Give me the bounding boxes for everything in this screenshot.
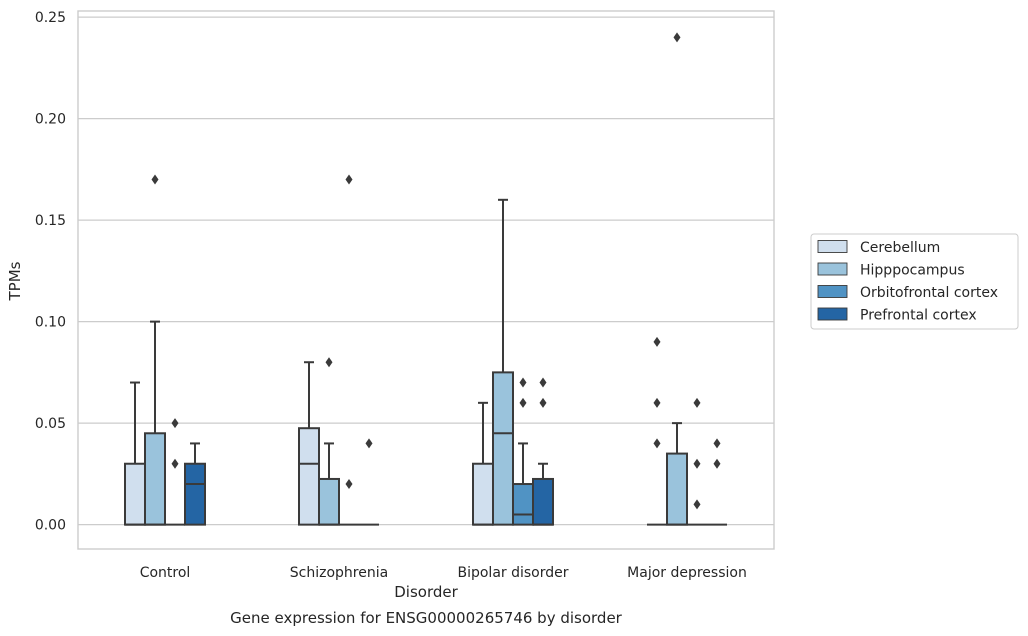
box: [124, 381, 146, 526]
grid-lines: [78, 16, 774, 526]
outlier-point: [693, 458, 701, 469]
outlier-point: [539, 397, 547, 408]
box-body: [124, 462, 146, 526]
outlier-point: [365, 438, 373, 449]
box: [687, 397, 707, 526]
outlier-point: [171, 458, 179, 469]
box: [647, 336, 667, 526]
plot-frame: [77, 10, 775, 550]
outlier-point: [653, 438, 661, 449]
legend-label: Prefrontal cortex: [860, 308, 977, 324]
outlier-point: [653, 336, 661, 347]
box: [472, 401, 494, 526]
box: [707, 438, 727, 526]
legend-label: Hipppocampus: [860, 263, 965, 279]
legend-label: Cerebellum: [860, 240, 940, 256]
outlier-point: [693, 397, 701, 408]
box-body: [318, 477, 340, 526]
box: [144, 174, 166, 526]
y-tick-label: 0.00: [35, 518, 66, 534]
outlier-point: [713, 438, 721, 449]
legend-swatch: [817, 285, 848, 298]
outlier-point: [171, 418, 179, 429]
outlier-point: [539, 377, 547, 388]
x-tick-label: Bipolar disorder: [457, 565, 568, 581]
series-cerebellum: [124, 336, 667, 526]
x-tick-label: Major depression: [627, 565, 747, 581]
y-tick-labels: 0.00 0.05 0.10 0.15 0.20 0.25: [35, 10, 66, 534]
y-tick-label: 0.10: [35, 315, 66, 331]
x-tick-labels: Control Schizophrenia Bipolar disorder Majo…: [140, 565, 747, 581]
box: [532, 377, 554, 526]
legend: Cerebellum Hipppocampus Orbitofrontal cort…: [810, 233, 1019, 330]
y-tick-label: 0.15: [35, 213, 66, 229]
legend-swatch: [817, 240, 848, 253]
box: [298, 361, 320, 526]
outlier-point: [151, 174, 159, 185]
box-body: [532, 477, 554, 526]
y-axis-label: TPMs: [6, 261, 24, 301]
box-body: [144, 432, 166, 526]
box: [184, 442, 206, 526]
box-body: [472, 462, 494, 526]
box-body: [492, 371, 514, 526]
box-body: [512, 483, 534, 526]
box: [492, 198, 514, 526]
chart-caption: Gene expression for ENSG00000265746 by d…: [230, 609, 623, 627]
box: [339, 174, 359, 526]
legend-frame: [810, 233, 1019, 330]
box-body: [666, 452, 688, 526]
legend-label: Orbitofrontal cortex: [860, 285, 998, 301]
box-groups: [124, 32, 727, 526]
outlier-point: [325, 357, 333, 368]
outlier-point: [673, 32, 681, 43]
series-prefrontal-cortex: [184, 377, 727, 526]
outlier-point: [345, 174, 353, 185]
outlier-point: [713, 458, 721, 469]
box: [512, 377, 534, 526]
box-body: [184, 462, 206, 526]
legend-swatch: [817, 307, 848, 321]
box: [359, 438, 379, 526]
y-tick-label: 0.20: [35, 112, 66, 128]
outlier-point: [693, 499, 701, 510]
y-tick-label: 0.05: [35, 416, 66, 432]
x-tick-label: Control: [140, 565, 191, 581]
x-tick-label: Schizophrenia: [290, 565, 388, 581]
series-orbitofrontal-cortex: [165, 174, 707, 526]
y-tick-label: 0.25: [35, 10, 66, 26]
box-body: [298, 427, 320, 526]
outlier-point: [519, 377, 527, 388]
box: [318, 357, 340, 526]
legend-swatch: [817, 262, 848, 276]
x-axis-label: Disorder: [394, 583, 458, 601]
series-hipppocampus: [144, 32, 688, 526]
outlier-point: [345, 479, 353, 490]
outlier-point: [653, 397, 661, 408]
box: [666, 32, 688, 526]
outlier-point: [519, 397, 527, 408]
box: [165, 418, 185, 526]
